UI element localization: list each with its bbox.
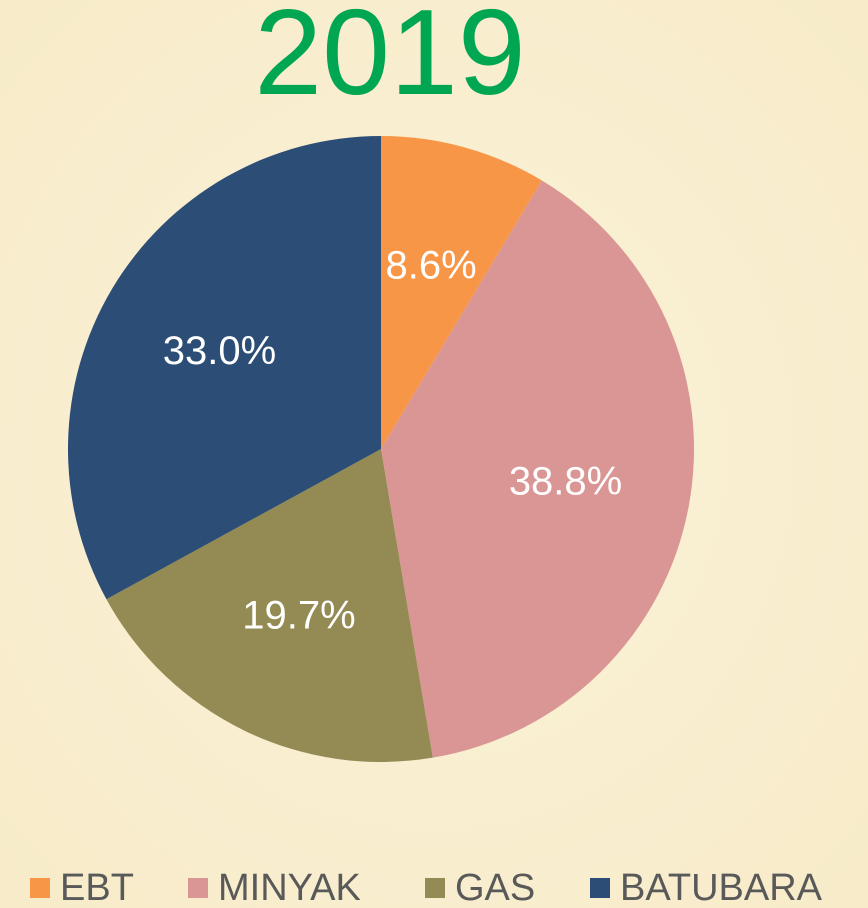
legend-label: GAS (455, 867, 535, 908)
legend-swatch (425, 878, 445, 898)
pie-slice (67, 136, 382, 600)
data-label: 38.8% (509, 459, 622, 503)
chart-title: 2019 (254, 0, 525, 120)
legend-swatch (188, 878, 208, 898)
legend-label: EBT (60, 867, 134, 908)
legend-label: MINYAK (218, 867, 361, 908)
data-label: 8.6% (385, 244, 476, 288)
data-label: 19.7% (242, 594, 355, 638)
legend-label: BATUBARA (620, 867, 823, 908)
legend-swatch (590, 878, 610, 898)
legend-swatch (30, 878, 50, 898)
pie-slice (381, 180, 694, 758)
pie-slice (381, 136, 542, 449)
data-label: 33.0% (163, 329, 276, 373)
pie-slice (106, 449, 433, 762)
